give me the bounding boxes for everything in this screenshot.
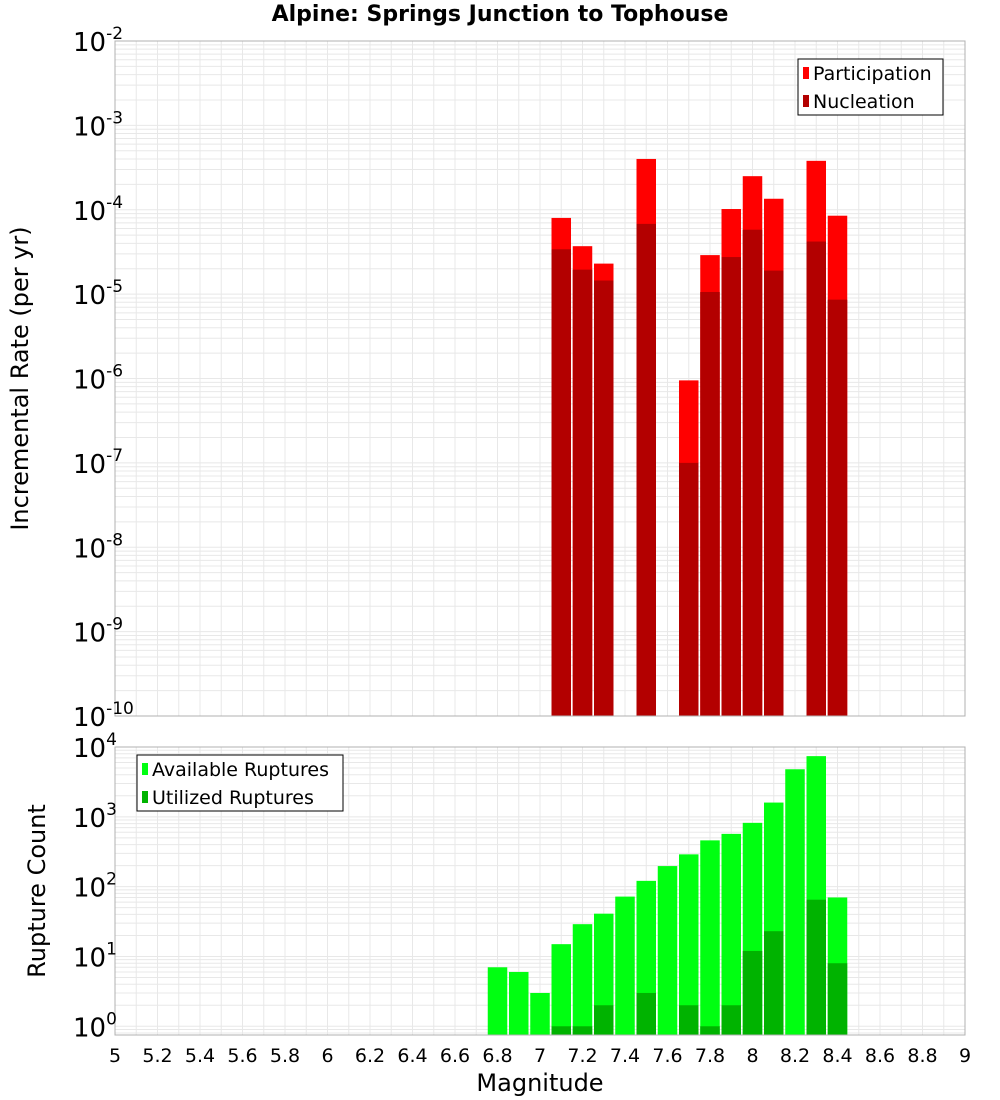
legend-swatch <box>142 791 148 803</box>
bar <box>679 854 699 1035</box>
bar <box>679 462 699 716</box>
y-tick-label: 104 <box>73 730 117 764</box>
bar <box>487 967 508 1035</box>
y-tick-label: 10-4 <box>73 193 123 227</box>
rate-y-ticks: 10-10 10-9 10-8 10-7 10-6 10-5 10-4 10-3 10-2 <box>73 24 134 733</box>
x-tick-label: 5.2 <box>142 1045 172 1067</box>
x-tick-label: 6 <box>321 1045 333 1067</box>
x-axis-label: Magnitude <box>476 1069 603 1097</box>
bar <box>572 924 593 1035</box>
x-tick-label: 6.6 <box>440 1045 470 1067</box>
x-tick-label: 5.8 <box>270 1045 300 1067</box>
x-tick-label: 9 <box>959 1045 971 1067</box>
bar <box>636 992 656 1035</box>
x-tick-label: 5.4 <box>185 1045 215 1067</box>
rate-panel: 10-10 10-9 10-8 10-7 10-6 10-5 10-4 10-3 10-2 Inc… <box>6 24 966 733</box>
bar <box>700 1026 720 1035</box>
y-tick-label: 10-10 <box>73 699 134 733</box>
y-tick-label: 101 <box>73 939 117 973</box>
bar <box>721 833 741 1035</box>
bar <box>615 896 635 1035</box>
bar <box>806 241 826 717</box>
rate-legend: Participation Nucleation <box>797 58 944 116</box>
bar <box>594 913 614 1035</box>
x-tick-label: 6.2 <box>355 1045 385 1067</box>
bar <box>742 950 763 1035</box>
bar <box>657 866 678 1035</box>
rate-y-axis-label: Incremental Rate (per yr) <box>6 226 34 530</box>
y-tick-label: 10-3 <box>73 108 123 142</box>
bar <box>764 931 784 1035</box>
legend-swatch <box>803 67 809 79</box>
legend-swatch <box>803 95 809 107</box>
y-tick-label: 10-2 <box>73 24 123 58</box>
legend-box <box>136 754 344 812</box>
bar <box>700 291 720 716</box>
bar <box>509 971 529 1035</box>
count-series-1 <box>551 899 848 1035</box>
bar <box>636 223 656 716</box>
bar <box>806 899 826 1035</box>
y-tick-label: 10-8 <box>73 530 123 564</box>
count-legend: Available Ruptures Utilized Ruptures <box>136 754 344 812</box>
legend-label: Available Ruptures <box>152 759 329 781</box>
x-tick-label: 8.8 <box>907 1045 937 1067</box>
bar <box>572 269 593 716</box>
rate-plot-frame <box>114 40 966 717</box>
x-tick-label: 5.6 <box>227 1045 257 1067</box>
bar <box>530 992 550 1035</box>
x-tick-label: 7.6 <box>652 1045 682 1067</box>
x-tick-label: 7 <box>534 1045 546 1067</box>
y-tick-label: 10-9 <box>73 615 123 649</box>
bar <box>551 944 571 1035</box>
chart-title: Alpine: Springs Junction to Tophouse <box>271 2 729 27</box>
x-tick-label: 8.2 <box>780 1045 810 1067</box>
bar <box>594 1005 614 1035</box>
bar <box>827 963 848 1035</box>
x-tick-label: 5 <box>109 1045 121 1067</box>
rate-series-1 <box>551 223 848 717</box>
bar <box>742 229 763 717</box>
x-tick-label: 7.4 <box>610 1045 640 1067</box>
y-tick-label: 103 <box>73 800 117 834</box>
bar <box>594 280 614 716</box>
y-tick-label: 10-6 <box>73 362 123 396</box>
y-tick-label: 100 <box>73 1009 117 1043</box>
y-tick-label: 10-7 <box>73 446 123 480</box>
x-tick-label: 7.8 <box>695 1045 725 1067</box>
bar <box>572 1026 593 1035</box>
legend-label: Participation <box>813 63 932 85</box>
x-tick-label: 6.8 <box>482 1045 512 1067</box>
x-tick-label: 8 <box>746 1045 758 1067</box>
x-tick-label: 6.4 <box>397 1045 427 1067</box>
legend-swatch <box>142 763 148 775</box>
x-ticks: 5 5.2 5.4 5.6 5.8 6 6.2 6.4 6.6 6.8 7 7.2 7.4 7.6 7.8 8… <box>109 1045 971 1067</box>
bar <box>700 840 720 1035</box>
bar <box>551 249 571 716</box>
legend-box <box>797 58 944 116</box>
count-y-ticks: 100 101 102 103 104 <box>73 730 117 1043</box>
count-y-axis-label: Rupture Count <box>23 804 51 978</box>
bar <box>551 1026 571 1035</box>
bar <box>721 257 741 716</box>
x-tick-label: 7.2 <box>567 1045 597 1067</box>
bar <box>764 270 784 716</box>
x-tick-label: 8.6 <box>865 1045 895 1067</box>
x-tick-label: 8.4 <box>822 1045 852 1067</box>
bar <box>721 1005 741 1035</box>
bar <box>827 299 848 716</box>
bar <box>679 1005 699 1035</box>
legend-label: Nucleation <box>813 91 915 113</box>
count-plot-frame <box>114 746 966 1036</box>
count-panel: 100 101 102 103 104 Rupture Count Available Ru… <box>23 730 971 1097</box>
y-tick-label: 10-5 <box>73 277 123 311</box>
bar <box>785 769 805 1035</box>
y-tick-label: 102 <box>73 870 117 904</box>
legend-label: Utilized Ruptures <box>152 787 314 809</box>
